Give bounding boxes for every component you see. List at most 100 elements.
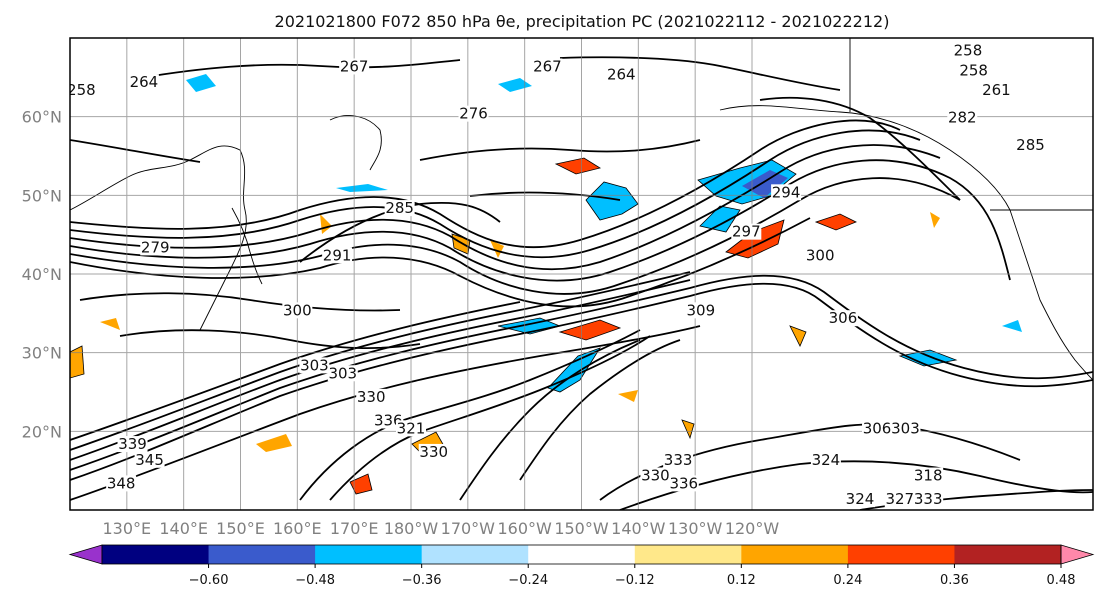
colorbar-swatch [741, 545, 849, 564]
colorbar-extend-high [1060, 544, 1095, 565]
contour-label-background [827, 310, 858, 327]
contour-label: 336 [374, 411, 403, 429]
theta-e-contours [70, 56, 1093, 510]
colorbar-swatch [847, 545, 955, 564]
positive-anomaly-blob [814, 213, 857, 231]
longitude-tick-label: 130°E [103, 519, 152, 538]
contour-label-background [913, 491, 944, 508]
positive-anomaly-blob [70, 345, 85, 379]
colorbar-tick-label: 0.24 [833, 573, 862, 588]
contour-line [619, 460, 1093, 510]
negative-anomaly-blob [186, 74, 216, 92]
contour-label: 345 [135, 451, 164, 469]
colorbar-swatch [954, 545, 1062, 564]
contour-label: 321 [397, 419, 426, 437]
positive-anomaly-blob [558, 319, 622, 341]
contour-label: 330 [357, 388, 386, 406]
contour-label: 285 [385, 199, 414, 217]
latitude-tick-label: 40°N [22, 265, 62, 284]
contour-label-background [810, 451, 841, 468]
colorbar-extend-low [68, 544, 103, 565]
contour-line [329, 335, 651, 501]
contour-label-background [947, 109, 978, 126]
colorbar-tick-label: −0.12 [615, 573, 655, 588]
contour-label: 279 [141, 238, 170, 256]
contour-label: 258 [959, 61, 988, 79]
contour-line [299, 201, 501, 263]
longitude-tick-label: 120°W [725, 519, 780, 538]
longitude-tick-label: 170°E [330, 519, 379, 538]
contour-line [139, 59, 461, 79]
positive-anomaly-blob [789, 325, 807, 347]
colorbar-tick-label: 0.12 [727, 573, 756, 588]
contour-label: 348 [107, 474, 136, 492]
positive-anomaly-blob [930, 212, 940, 228]
contour-label: 285 [1016, 136, 1045, 154]
contour-line [70, 139, 201, 163]
contour-label: 333 [914, 490, 943, 508]
contour-line [459, 339, 641, 501]
contour-label: 297 [732, 223, 761, 241]
contour-label: 267 [340, 57, 369, 75]
contour-label-background [731, 223, 762, 240]
contour-line [419, 139, 701, 161]
contour-line [70, 301, 521, 441]
contour-label-background [373, 412, 404, 429]
contour-line [519, 339, 681, 481]
colorbar-ticks: −0.60 −0.48 −0.36 −0.24 −0.12 0.12 0.24 0.36 0.4… [189, 564, 1075, 588]
contour-label-background [396, 420, 426, 437]
colorbar-tick-label: 0.36 [940, 573, 969, 588]
colorbar-tick-label: −0.24 [508, 573, 548, 588]
contour-label-background [458, 105, 489, 122]
colorbar-swatch [208, 545, 316, 564]
contour-line [70, 119, 901, 249]
contour-label-background [952, 42, 983, 59]
contour-label-background [356, 388, 387, 405]
contour-label: 258 [954, 42, 983, 60]
contour-label: 330 [641, 467, 670, 485]
contour-label: 324 [846, 490, 875, 508]
contour-label: 282 [948, 109, 977, 127]
negative-anomaly-blob [1002, 320, 1022, 332]
contour-label: 303 [328, 364, 357, 382]
north-america-coastline [1009, 209, 1093, 381]
contour-label: 300 [283, 301, 312, 319]
negative-anomaly-blob [742, 170, 788, 198]
contour-label-background [70, 82, 97, 99]
contour-line [70, 282, 1093, 481]
contour-label-background [134, 451, 165, 468]
positive-anomaly-blob [554, 157, 602, 175]
contour-label: 261 [982, 81, 1011, 99]
colorbar-swatch [102, 545, 210, 564]
contour-label: 324 [812, 451, 841, 469]
contour-label-background [1015, 137, 1046, 154]
contour-label-background [339, 58, 370, 75]
contour-label: 339 [118, 435, 147, 453]
longitude-ticks: 130°E 140°E 150°E 160°E 170°E 180°W 170°W 160°W… [103, 519, 780, 538]
contour-line [70, 271, 691, 451]
contour-label-background [327, 365, 358, 382]
contour-label: 306 [829, 309, 858, 327]
contour-line [559, 56, 841, 91]
contour-line [70, 129, 921, 259]
colorbar-swatch [421, 545, 529, 564]
colorbar-tick-label: −0.36 [402, 573, 442, 588]
negative-anomaly-blob [336, 184, 388, 192]
contour-line [70, 144, 941, 271]
contour-line [70, 177, 961, 295]
longitude-tick-label: 140°W [611, 519, 666, 538]
positive-anomaly-blob [490, 240, 504, 258]
contour-label-background [128, 74, 159, 91]
contour-label-background [771, 184, 802, 201]
contour-label-background [532, 58, 563, 75]
map-title: 2021021800 F072 850 hPa θe, precipitatio… [275, 12, 890, 31]
negative-anomaly-blob [699, 205, 741, 233]
longitude-tick-label: 180°W [384, 519, 439, 538]
contour-line [70, 274, 1093, 471]
contour-label-background [981, 82, 1012, 99]
contour-label-background [862, 420, 893, 437]
colorbar-tick-label: −0.48 [295, 573, 335, 588]
